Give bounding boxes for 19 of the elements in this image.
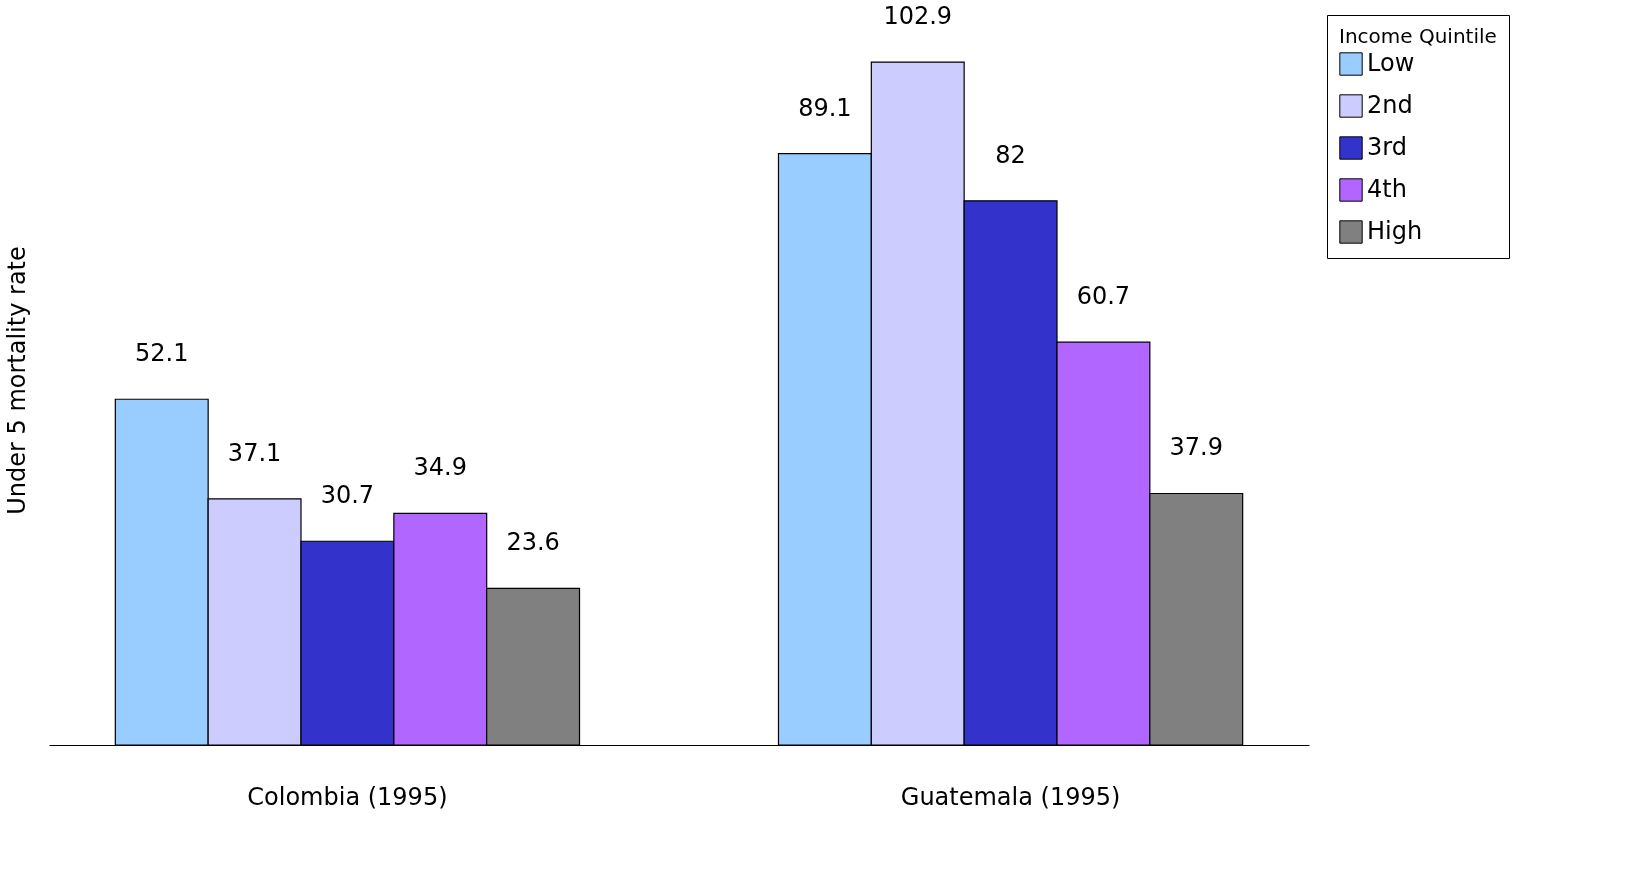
data-label: 30.7	[320, 481, 375, 510]
data-label: 34.9	[413, 453, 467, 482]
data-label: 37.9	[1169, 433, 1223, 462]
legend-label: Low	[1367, 49, 1415, 77]
legend-label: 3rd	[1367, 133, 1407, 161]
legend-title: Income Quintile	[1339, 24, 1497, 48]
legend-label: 4th	[1367, 175, 1407, 203]
data-label: 102.9	[883, 2, 953, 31]
x-tick-label: Colombia (1995)	[247, 782, 448, 811]
x-tick-label: Guatemala (1995)	[900, 782, 1121, 811]
data-label: 82	[995, 140, 1026, 169]
data-label: 52.1	[135, 339, 189, 368]
legend-label: High	[1367, 217, 1423, 245]
data-label: 37.1	[227, 438, 282, 467]
y-axis-title: Under 5 mortality rate	[2, 246, 31, 515]
data-label: 60.7	[1076, 282, 1131, 311]
data-label: 89.1	[798, 93, 852, 122]
legend-label: 2nd	[1367, 91, 1413, 119]
data-label: 23.6	[506, 528, 560, 557]
